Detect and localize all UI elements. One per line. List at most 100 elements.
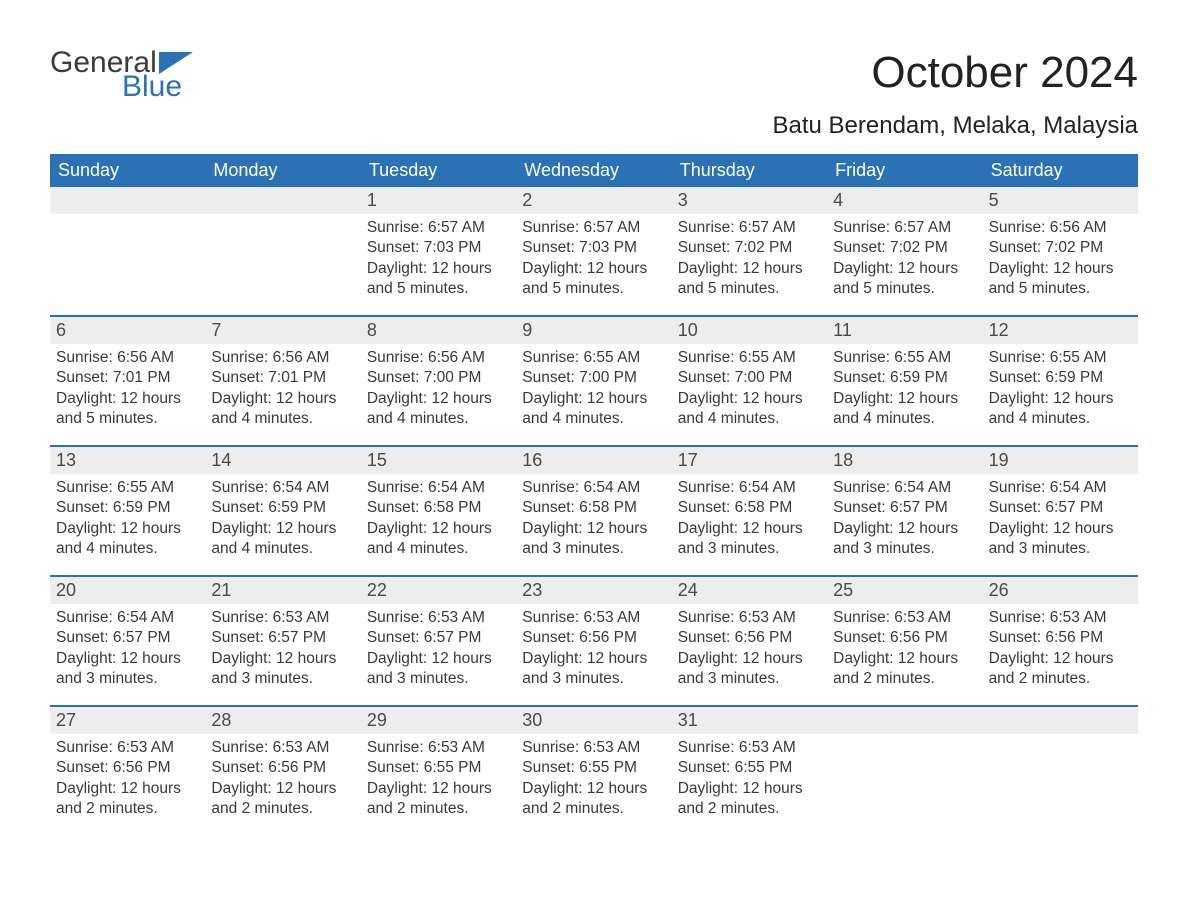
- day-body: Sunrise: 6:53 AMSunset: 6:56 PMDaylight:…: [516, 604, 671, 696]
- month-title: October 2024: [772, 48, 1138, 98]
- sunrise-text: Sunrise: 6:57 AM: [833, 218, 976, 238]
- day-number: [983, 707, 1138, 734]
- day-body: Sunrise: 6:56 AMSunset: 7:00 PMDaylight:…: [361, 344, 516, 436]
- daylight-text: Daylight: 12 hours and 4 minutes.: [522, 389, 665, 430]
- weekday-tuesday: Tuesday: [361, 154, 516, 187]
- sunrise-text: Sunrise: 6:55 AM: [56, 478, 199, 498]
- day-cell: 18Sunrise: 6:54 AMSunset: 6:57 PMDayligh…: [827, 447, 982, 575]
- sunset-text: Sunset: 7:02 PM: [678, 238, 821, 258]
- day-cell: [205, 187, 360, 315]
- day-number: 20: [50, 577, 205, 604]
- daylight-text: Daylight: 12 hours and 2 minutes.: [522, 779, 665, 820]
- sunrise-text: Sunrise: 6:55 AM: [989, 348, 1132, 368]
- day-cell: 16Sunrise: 6:54 AMSunset: 6:58 PMDayligh…: [516, 447, 671, 575]
- day-cell: 2Sunrise: 6:57 AMSunset: 7:03 PMDaylight…: [516, 187, 671, 315]
- weekday-friday: Friday: [827, 154, 982, 187]
- daylight-text: Daylight: 12 hours and 3 minutes.: [522, 649, 665, 690]
- sunrise-text: Sunrise: 6:56 AM: [989, 218, 1132, 238]
- sunset-text: Sunset: 6:59 PM: [989, 368, 1132, 388]
- sunset-text: Sunset: 6:58 PM: [522, 498, 665, 518]
- daylight-text: Daylight: 12 hours and 4 minutes.: [56, 519, 199, 560]
- day-number: 8: [361, 317, 516, 344]
- day-body: Sunrise: 6:53 AMSunset: 6:55 PMDaylight:…: [672, 734, 827, 826]
- sunset-text: Sunset: 6:56 PM: [833, 628, 976, 648]
- day-body: Sunrise: 6:53 AMSunset: 6:56 PMDaylight:…: [983, 604, 1138, 696]
- daylight-text: Daylight: 12 hours and 2 minutes.: [211, 779, 354, 820]
- day-body: Sunrise: 6:55 AMSunset: 7:00 PMDaylight:…: [672, 344, 827, 436]
- daylight-text: Daylight: 12 hours and 4 minutes.: [678, 389, 821, 430]
- day-number: 3: [672, 187, 827, 214]
- day-number: 26: [983, 577, 1138, 604]
- day-cell: 8Sunrise: 6:56 AMSunset: 7:00 PMDaylight…: [361, 317, 516, 445]
- sunset-text: Sunset: 6:59 PM: [211, 498, 354, 518]
- day-number: 1: [361, 187, 516, 214]
- sunrise-text: Sunrise: 6:54 AM: [678, 478, 821, 498]
- title-block: October 2024 Batu Berendam, Melaka, Mala…: [772, 48, 1138, 140]
- sunset-text: Sunset: 7:01 PM: [211, 368, 354, 388]
- sunset-text: Sunset: 6:55 PM: [678, 758, 821, 778]
- weekday-thursday: Thursday: [672, 154, 827, 187]
- day-cell: 24Sunrise: 6:53 AMSunset: 6:56 PMDayligh…: [672, 577, 827, 705]
- sunrise-text: Sunrise: 6:54 AM: [56, 608, 199, 628]
- day-number: 15: [361, 447, 516, 474]
- week-row: 27Sunrise: 6:53 AMSunset: 6:56 PMDayligh…: [50, 705, 1138, 835]
- day-number: 2: [516, 187, 671, 214]
- day-number: 12: [983, 317, 1138, 344]
- day-body: Sunrise: 6:53 AMSunset: 6:56 PMDaylight:…: [205, 734, 360, 826]
- weeks-container: 1Sunrise: 6:57 AMSunset: 7:03 PMDaylight…: [50, 187, 1138, 835]
- daylight-text: Daylight: 12 hours and 2 minutes.: [989, 649, 1132, 690]
- day-cell: 14Sunrise: 6:54 AMSunset: 6:59 PMDayligh…: [205, 447, 360, 575]
- sunset-text: Sunset: 6:58 PM: [678, 498, 821, 518]
- day-number: 13: [50, 447, 205, 474]
- day-number: 24: [672, 577, 827, 604]
- daylight-text: Daylight: 12 hours and 5 minutes.: [522, 259, 665, 300]
- daylight-text: Daylight: 12 hours and 2 minutes.: [678, 779, 821, 820]
- day-body: Sunrise: 6:54 AMSunset: 6:57 PMDaylight:…: [827, 474, 982, 566]
- calendar: Sunday Monday Tuesday Wednesday Thursday…: [50, 154, 1138, 835]
- day-cell: 23Sunrise: 6:53 AMSunset: 6:56 PMDayligh…: [516, 577, 671, 705]
- sunrise-text: Sunrise: 6:55 AM: [522, 348, 665, 368]
- daylight-text: Daylight: 12 hours and 4 minutes.: [211, 389, 354, 430]
- day-number: 27: [50, 707, 205, 734]
- day-cell: 1Sunrise: 6:57 AMSunset: 7:03 PMDaylight…: [361, 187, 516, 315]
- day-cell: 26Sunrise: 6:53 AMSunset: 6:56 PMDayligh…: [983, 577, 1138, 705]
- sunset-text: Sunset: 6:55 PM: [522, 758, 665, 778]
- day-body: Sunrise: 6:54 AMSunset: 6:57 PMDaylight:…: [50, 604, 205, 696]
- day-cell: 15Sunrise: 6:54 AMSunset: 6:58 PMDayligh…: [361, 447, 516, 575]
- day-cell: 21Sunrise: 6:53 AMSunset: 6:57 PMDayligh…: [205, 577, 360, 705]
- sunrise-text: Sunrise: 6:57 AM: [367, 218, 510, 238]
- day-cell: 4Sunrise: 6:57 AMSunset: 7:02 PMDaylight…: [827, 187, 982, 315]
- sunrise-text: Sunrise: 6:53 AM: [56, 738, 199, 758]
- day-body: Sunrise: 6:54 AMSunset: 6:58 PMDaylight:…: [361, 474, 516, 566]
- day-number: 5: [983, 187, 1138, 214]
- day-number: 31: [672, 707, 827, 734]
- sunrise-text: Sunrise: 6:53 AM: [989, 608, 1132, 628]
- day-number: 21: [205, 577, 360, 604]
- daylight-text: Daylight: 12 hours and 3 minutes.: [989, 519, 1132, 560]
- day-cell: 11Sunrise: 6:55 AMSunset: 6:59 PMDayligh…: [827, 317, 982, 445]
- daylight-text: Daylight: 12 hours and 3 minutes.: [56, 649, 199, 690]
- day-body: Sunrise: 6:54 AMSunset: 6:59 PMDaylight:…: [205, 474, 360, 566]
- sunrise-text: Sunrise: 6:53 AM: [522, 738, 665, 758]
- day-body: Sunrise: 6:53 AMSunset: 6:56 PMDaylight:…: [672, 604, 827, 696]
- daylight-text: Daylight: 12 hours and 4 minutes.: [833, 389, 976, 430]
- day-number: 22: [361, 577, 516, 604]
- sunset-text: Sunset: 6:57 PM: [833, 498, 976, 518]
- sunset-text: Sunset: 6:56 PM: [989, 628, 1132, 648]
- location: Batu Berendam, Melaka, Malaysia: [772, 112, 1138, 140]
- day-number: 17: [672, 447, 827, 474]
- daylight-text: Daylight: 12 hours and 5 minutes.: [56, 389, 199, 430]
- day-number: 19: [983, 447, 1138, 474]
- sunset-text: Sunset: 6:57 PM: [56, 628, 199, 648]
- daylight-text: Daylight: 12 hours and 3 minutes.: [522, 519, 665, 560]
- day-body: Sunrise: 6:53 AMSunset: 6:57 PMDaylight:…: [361, 604, 516, 696]
- day-body: Sunrise: 6:57 AMSunset: 7:03 PMDaylight:…: [361, 214, 516, 306]
- sunset-text: Sunset: 6:56 PM: [56, 758, 199, 778]
- day-cell: 13Sunrise: 6:55 AMSunset: 6:59 PMDayligh…: [50, 447, 205, 575]
- week-row: 6Sunrise: 6:56 AMSunset: 7:01 PMDaylight…: [50, 315, 1138, 445]
- day-body: Sunrise: 6:54 AMSunset: 6:57 PMDaylight:…: [983, 474, 1138, 566]
- day-number: 28: [205, 707, 360, 734]
- day-body: Sunrise: 6:53 AMSunset: 6:56 PMDaylight:…: [50, 734, 205, 826]
- day-cell: 10Sunrise: 6:55 AMSunset: 7:00 PMDayligh…: [672, 317, 827, 445]
- sunrise-text: Sunrise: 6:53 AM: [522, 608, 665, 628]
